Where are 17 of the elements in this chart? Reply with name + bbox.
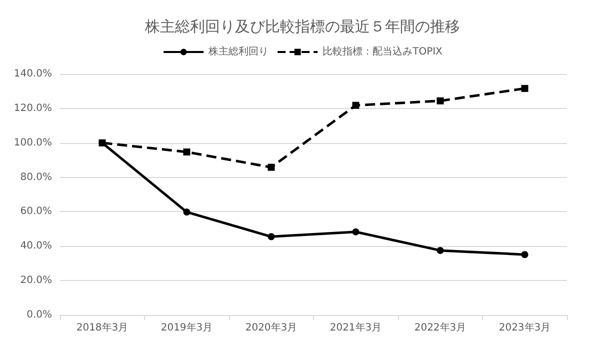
- chart-title: 株主総利回り及び比較指標の最近５年間の推移: [144, 18, 460, 36]
- y-tick-label: 80.0%: [20, 172, 52, 183]
- y-tick-label: 100.0%: [14, 137, 52, 148]
- legend-label: 株主総利回り: [208, 46, 269, 58]
- x-tick-label: 2023年3月: [498, 322, 551, 334]
- x-tick-label: 2020年3月: [245, 322, 298, 334]
- y-tick-label: 0.0%: [26, 310, 52, 320]
- x-tick-label: 2022年3月: [414, 322, 466, 334]
- y-tick-label: 40.0%: [20, 240, 52, 252]
- x-tick-label: 2021年3月: [330, 322, 382, 334]
- y-tick-label: 20.0%: [20, 275, 52, 286]
- y-tick-label: 60.0%: [20, 206, 52, 218]
- legend-label: 比較指標：配当込みTOPIX: [322, 46, 443, 58]
- x-tick-label: 2018年3月: [76, 322, 128, 334]
- y-tick-label: 120.0%: [14, 102, 52, 114]
- y-tick-label: 140.0%: [14, 68, 52, 80]
- x-tick-label: 2019年3月: [160, 322, 213, 334]
